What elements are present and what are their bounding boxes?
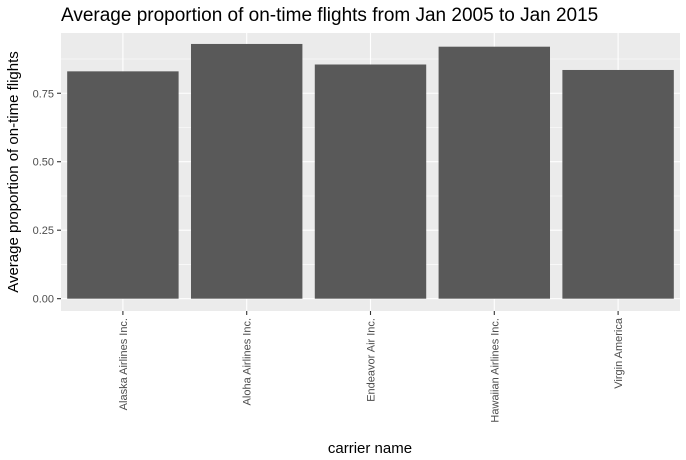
- y-axis-title: Average proportion of on-time flights: [5, 51, 22, 293]
- x-axis-title: carrier name: [328, 440, 412, 457]
- y-tick-label: 0.25: [33, 225, 54, 237]
- x-axis: Alaska Airlines Inc. Aloha Airlines Inc. E…: [118, 311, 625, 423]
- bar: [438, 46, 551, 299]
- chart-title: Average proportion of on-time flights fr…: [61, 5, 598, 26]
- bar: [190, 43, 303, 299]
- x-tick-label: Hawaiian Airlines Inc.: [489, 318, 501, 423]
- x-tick-label: Endeavor Air Inc.: [366, 318, 378, 402]
- bars: [67, 43, 674, 299]
- x-tick-label: Alaska Airlines Inc.: [118, 318, 130, 410]
- bar: [562, 69, 674, 299]
- x-tick-label: Aloha Airlines Inc.: [242, 318, 254, 405]
- y-tick-label: 0.75: [33, 88, 54, 100]
- y-tick-label: 0.50: [33, 157, 54, 169]
- bar: [314, 64, 427, 299]
- y-tick-label: 0.00: [33, 294, 54, 306]
- x-tick-label: Virgin America: [613, 317, 625, 389]
- y-axis: 0.00 0.25 0.50 0.75: [33, 88, 61, 306]
- bar: [67, 71, 179, 299]
